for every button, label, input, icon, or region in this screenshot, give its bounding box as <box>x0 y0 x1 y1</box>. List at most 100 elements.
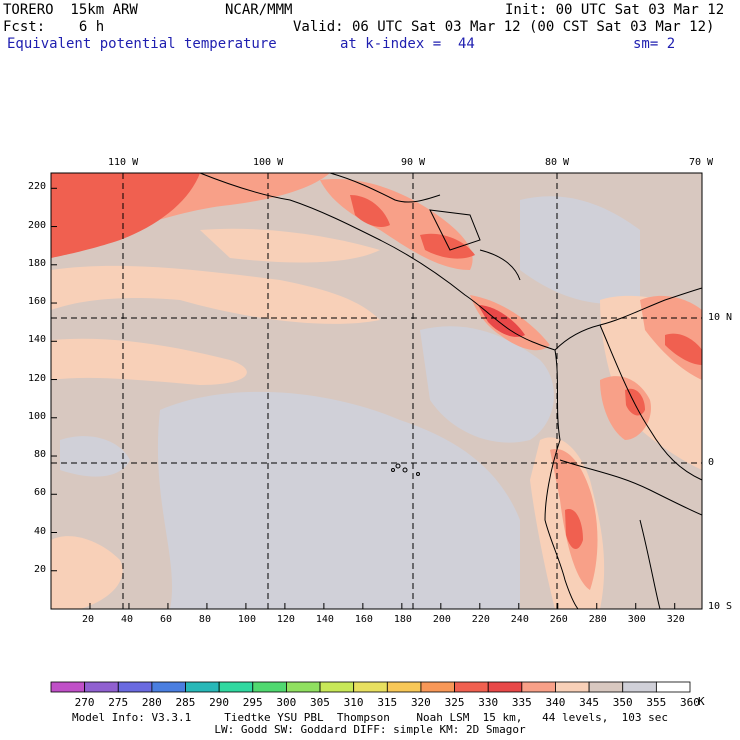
colorbar-level-label: 320 <box>410 696 431 709</box>
colorbar-unit: K <box>698 695 705 708</box>
colorbar-swatch <box>353 681 388 693</box>
border-ecuador-peru <box>559 459 703 516</box>
colorbar-level-label: 310 <box>343 696 364 709</box>
colorbar-swatch <box>588 681 624 693</box>
field-name: Equivalent potential temperature <box>7 36 277 52</box>
colorbar-level-label: 280 <box>141 696 162 709</box>
colorbar-level-label: 360 <box>680 696 700 709</box>
border-guatemala <box>429 209 481 251</box>
colorbar-swatch <box>185 681 220 693</box>
colorbar-swatch <box>386 681 422 693</box>
x-tick-label: 300 <box>627 614 646 625</box>
island-galapagos <box>402 467 408 473</box>
x-tick-label: 280 <box>588 614 607 625</box>
y-tick-label: 40 <box>33 525 46 537</box>
field-region-max <box>350 195 390 227</box>
border-honduras <box>479 249 521 281</box>
x-tick-label: 160 <box>354 614 373 625</box>
colorbar-level-label: 350 <box>612 696 633 709</box>
level-index: at k-index = 44 <box>340 36 475 52</box>
colorbar-swatch <box>286 681 321 693</box>
colorbar-swatch <box>50 681 86 693</box>
graticule <box>51 173 702 609</box>
axis-ticks <box>51 187 676 609</box>
y-tick-label: 60 <box>33 487 46 499</box>
coastlines <box>199 172 703 610</box>
island-galapagos <box>391 468 395 472</box>
y-tick-label: 200 <box>27 219 46 231</box>
coastline-south-america <box>544 349 579 610</box>
x-tick-label: 100 <box>237 614 256 625</box>
field-region-warm <box>51 265 380 324</box>
colorbar-level-label: 325 <box>444 696 465 709</box>
colorbar-swatch <box>319 681 355 693</box>
x-tick-label: 40 <box>120 614 133 625</box>
x-tick-label: 200 <box>432 614 451 625</box>
lon-label: 80 W <box>545 157 570 168</box>
colorbar-swatch <box>655 681 691 693</box>
coastline-caribbean <box>554 287 703 351</box>
colorbar-level-label: 340 <box>545 696 566 709</box>
border-peru-brazil <box>639 519 661 610</box>
y-tick-label: 140 <box>27 334 46 346</box>
forecast-hour: Fcst: 6 h <box>3 19 105 35</box>
field-region-warm <box>51 338 247 385</box>
colorbar-swatch <box>117 681 153 693</box>
colorbar-swatch <box>420 681 455 693</box>
colorbar-level-label: 285 <box>175 696 196 709</box>
colorbar-level-label: 300 <box>276 696 297 709</box>
x-tick-label: 80 <box>198 614 211 625</box>
x-tick-label: 20 <box>81 614 95 625</box>
y-tick-label: 100 <box>27 410 46 422</box>
theta-e-field <box>51 173 702 609</box>
field-region-max <box>478 305 525 337</box>
x-tick-label: 260 <box>549 614 568 625</box>
field-region-max <box>665 333 702 365</box>
colorbar-level-label: 315 <box>377 696 398 709</box>
y-tick-label: 80 <box>33 449 46 461</box>
field-region-warm <box>51 536 123 609</box>
x-tick-label: 140 <box>315 614 334 625</box>
colorbar-swatch <box>487 681 523 693</box>
coastline-yucatan <box>329 172 441 203</box>
y-tick-label: 20 <box>33 563 46 575</box>
lon-label: 90 W <box>401 157 426 168</box>
y-tick-label: 220 <box>27 181 46 193</box>
colorbar-level-label: 335 <box>511 696 532 709</box>
lat-label: 10 S <box>708 601 733 612</box>
x-tick-label: 240 <box>510 614 529 625</box>
map-frame <box>50 172 703 610</box>
field-region-low <box>520 196 640 304</box>
field-region-max <box>625 388 645 416</box>
island-galapagos <box>416 472 420 476</box>
colorbar-level-label: 275 <box>108 696 129 709</box>
island-galapagos <box>395 463 401 469</box>
y-tick-label: 180 <box>27 257 46 269</box>
field-region-max <box>565 509 583 550</box>
lat-label: 0 <box>708 457 715 468</box>
model-title: TORERO 15km ARW <box>3 2 138 18</box>
field-region-low <box>157 391 520 609</box>
colorbar-swatch <box>218 681 254 693</box>
colorbar-swatch <box>84 681 119 693</box>
colorbar-level-label: 295 <box>242 696 263 709</box>
colorbar-level-label: 270 <box>74 696 95 709</box>
colorbar-swatch <box>622 681 657 693</box>
x-tick-label: 120 <box>276 614 295 625</box>
colorbar-level-label: 330 <box>478 696 499 709</box>
colorbar-swatch <box>454 681 489 693</box>
colorbar-swatch <box>555 681 590 693</box>
x-tick-label: 220 <box>471 614 490 625</box>
colorbar-swatch <box>521 681 556 693</box>
init-time: Init: 00 UTC Sat 03 Mar 12 <box>505 2 725 18</box>
valid-time: Valid: 06 UTC Sat 03 Mar 12 (00 CST Sat … <box>293 19 715 35</box>
y-tick-label: 120 <box>27 372 46 384</box>
colorbar-level-label: 355 <box>646 696 667 709</box>
colorbar-level-label: 345 <box>579 696 599 709</box>
colorbar-swatch <box>151 681 186 693</box>
border-colombia <box>599 324 703 481</box>
field-region-low <box>420 326 554 443</box>
model-info-line2: LW: Godd SW: Goddard DIFF: simple KM: 2D… <box>214 723 526 736</box>
smoothing-label: sm= 2 <box>633 36 676 52</box>
field-region-max <box>420 233 475 259</box>
